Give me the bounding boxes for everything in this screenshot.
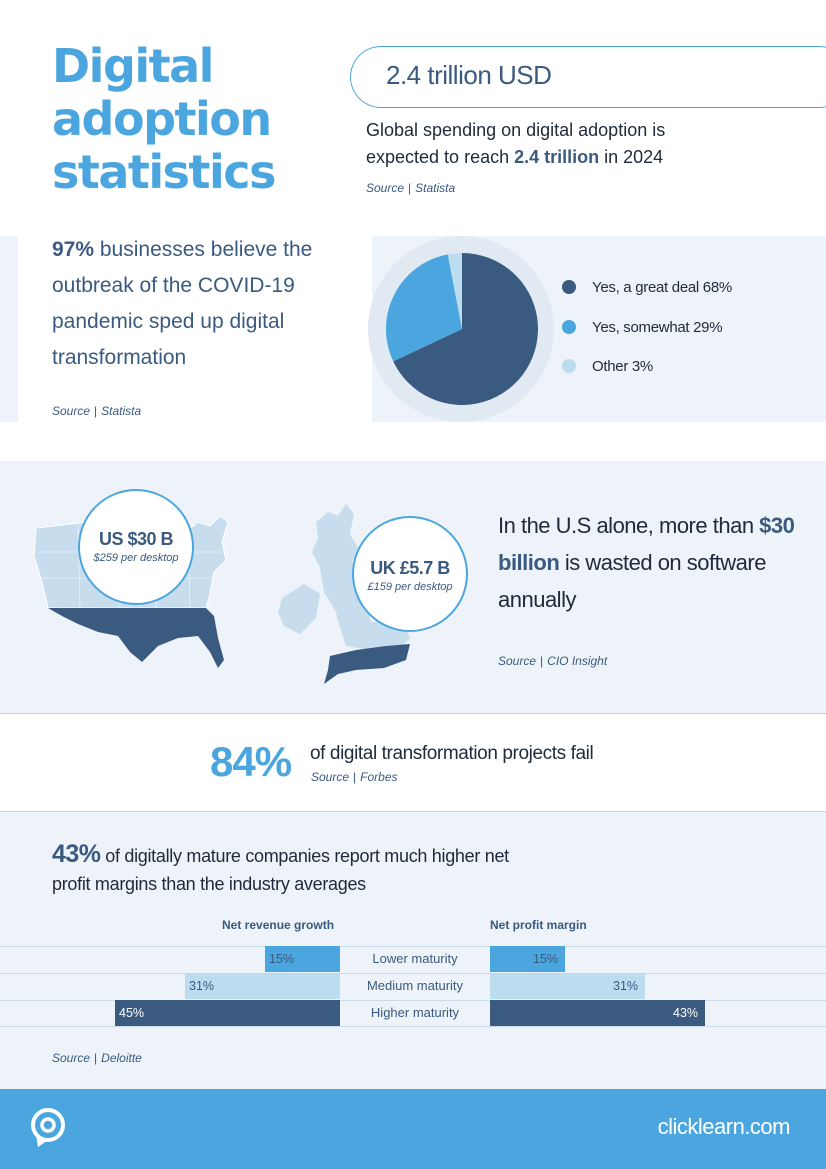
spending-source: Source | Statista <box>366 181 456 195</box>
maturity-pct: 43% <box>52 840 101 868</box>
bar-label-revenue: 15% <box>269 952 295 966</box>
bar-profit-medium-maturity <box>490 973 645 999</box>
waste-source: Source | CIO Insight <box>498 654 608 668</box>
covid-statement: 97% businesses believe the outbreak of t… <box>52 232 352 376</box>
col-head-revenue: Net revenue growth <box>222 918 335 932</box>
bar-revenue-higher-maturity <box>115 1000 340 1026</box>
waste-text-pre: In the U.S alone, more than <box>498 513 760 538</box>
source-label: Source <box>52 1051 91 1065</box>
bar-profit-higher-maturity <box>490 1000 705 1026</box>
source-name: Deloitte <box>101 1051 142 1065</box>
bar-label-profit: 43% <box>673 1006 699 1020</box>
pie-slice-other <box>447 253 462 329</box>
divider <box>0 713 826 714</box>
legend-label: Yes, somewhat 29% <box>592 319 723 336</box>
source-label: Source <box>498 654 537 668</box>
row-divider <box>0 1000 826 1001</box>
covid-pie-chart <box>386 253 538 405</box>
covid-text: businesses believe the outbreak of the C… <box>52 238 313 369</box>
legend-item-other: Other 3% <box>562 358 653 375</box>
spending-desc-post: in 2024 <box>599 147 664 167</box>
spending-description: Global spending on digital adoption is e… <box>366 117 706 171</box>
footer <box>0 1089 826 1169</box>
bar-label-profit: 31% <box>613 979 639 993</box>
clicklearn-logo-icon[interactable] <box>30 1107 68 1149</box>
bar-label-profit: 15% <box>533 952 559 966</box>
fail-pct: 84% <box>210 738 292 785</box>
uk-per-desktop: £159 per desktop <box>367 581 453 593</box>
source-name: Forbes <box>360 770 398 784</box>
uk-amount-badge: UK £5.7 B £159 per desktop <box>352 516 468 632</box>
row-divider <box>0 973 826 974</box>
covid-pct: 97% <box>52 238 95 261</box>
spending-desc-pre: Global spending on digital adoption is e… <box>366 120 666 167</box>
category-label: Lower maturity <box>372 951 458 966</box>
page-title: Digital adoption statistics <box>52 39 276 199</box>
maturity-text: of digitally mature companies report muc… <box>52 846 509 894</box>
source-label: Source <box>311 770 350 784</box>
pie-slice-yes-a-great-deal <box>393 253 538 405</box>
source-name: CIO Insight <box>547 654 608 668</box>
category-label: Higher maturity <box>370 1005 460 1020</box>
fail-source: Source | Forbes <box>311 770 398 784</box>
source-name: Statista <box>101 404 142 418</box>
source-name: Statista <box>415 181 456 195</box>
maturity-panel <box>0 811 826 1089</box>
legend-label: Other 3% <box>592 358 653 375</box>
footer-url[interactable]: clicklearn.com <box>657 1114 791 1139</box>
bar-revenue-lower-maturity <box>265 946 340 972</box>
legend-swatch <box>562 320 576 334</box>
row-divider <box>0 946 826 947</box>
bar-profit-lower-maturity <box>490 946 565 972</box>
covid-source: Source | Statista <box>52 404 142 418</box>
us-per-desktop: $259 per desktop <box>93 552 179 564</box>
divider <box>0 811 826 812</box>
waste-highlight: $30 billion <box>498 513 795 575</box>
bar-label-revenue: 45% <box>119 1006 145 1020</box>
legend-swatch <box>562 359 576 373</box>
waste-statement: In the U.S alone, more than $30 billion … <box>498 507 798 618</box>
covid-panel-edge <box>0 236 18 422</box>
col-head-profit: Net profit margin <box>490 918 587 932</box>
bar-revenue-medium-maturity <box>185 973 340 999</box>
waste-text-post: is wasted on software annually <box>498 550 766 612</box>
uk-amount: UK £5.7 B <box>370 558 450 578</box>
spending-pill <box>350 46 826 108</box>
pie-slice-yes-somewhat <box>386 254 462 362</box>
us-amount: US $30 B <box>98 529 174 549</box>
maturity-source: Source | Deloitte <box>52 1051 142 1065</box>
legend-item-great-deal: Yes, a great deal 68% <box>562 279 732 296</box>
source-label: Source <box>366 181 405 195</box>
legend-label: Yes, a great deal 68% <box>592 279 732 296</box>
bar-label-revenue: 31% <box>189 979 215 993</box>
legend-item-somewhat: Yes, somewhat 29% <box>562 319 723 336</box>
row-divider <box>0 1026 826 1027</box>
fail-text: of digital transformation projects fail <box>310 743 594 764</box>
maturity-statement: 43% of digitally mature companies report… <box>52 840 532 898</box>
spending-amount: 2.4 trillion USD <box>386 60 552 90</box>
category-label: Medium maturity <box>366 978 464 993</box>
source-label: Source <box>52 404 91 418</box>
spending-desc-highlight: 2.4 trillion <box>514 147 600 167</box>
legend-swatch <box>562 280 576 294</box>
us-amount-badge: US $30 B $259 per desktop <box>78 489 194 605</box>
